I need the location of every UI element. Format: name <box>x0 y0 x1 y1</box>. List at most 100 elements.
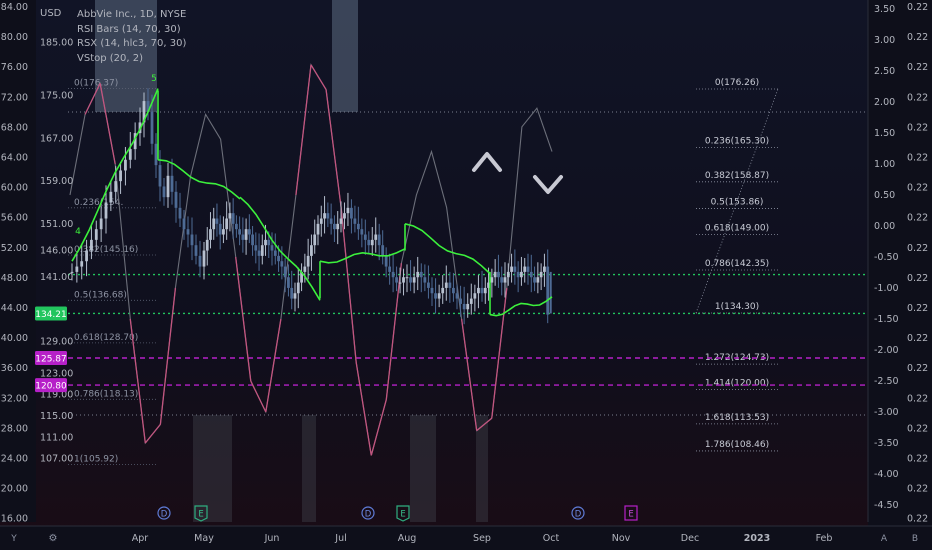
right-outer-tick: 0.22 <box>907 62 928 73</box>
candle-body <box>264 239 267 246</box>
right-outer-tick: 0.22 <box>907 213 928 224</box>
candle-body <box>510 266 513 272</box>
left-scale-tick: 24.00 <box>1 454 28 465</box>
chevron-down-icon <box>533 175 563 194</box>
candle-body <box>231 213 235 224</box>
rsx-extreme-segment <box>144 423 161 444</box>
fib-left-label: 0.382(145.16) <box>74 245 138 255</box>
left-scale-tick: 36.00 <box>1 363 28 374</box>
earnings-marker-icon <box>194 505 208 522</box>
candle-body <box>533 277 536 283</box>
fib-left-label: 0.236(154. <box>74 198 123 208</box>
indicator-rsx[interactable]: RSX (14, hlc3, 70, 30) <box>77 38 187 49</box>
candle-body <box>520 271 523 278</box>
candle-body <box>405 277 409 279</box>
candle-body <box>513 266 517 272</box>
rsx-extreme-segment <box>295 64 312 196</box>
left-scale-tick: 68.00 <box>1 122 28 133</box>
right-outer-tick: 0.22 <box>907 303 928 314</box>
dividend-marker-icon <box>361 506 375 520</box>
osc-scale-tick: 3.50 <box>874 4 895 15</box>
candle-body <box>423 277 427 283</box>
candle-body <box>391 271 395 278</box>
price-scale-tick: 119.00 <box>40 390 73 401</box>
osc-scale-tick: 2.50 <box>874 66 895 77</box>
candle-body <box>356 223 360 230</box>
right-outer-tick: 0.22 <box>907 92 928 103</box>
candle-body <box>186 229 190 235</box>
candle-body <box>190 234 194 246</box>
candle-body <box>497 271 500 278</box>
candle-body <box>109 191 113 203</box>
candle-body <box>198 255 202 267</box>
candle-body <box>427 282 430 288</box>
candle-body <box>222 229 225 235</box>
candle-body <box>343 213 346 219</box>
candle-body <box>75 266 79 272</box>
candle-body <box>539 271 543 278</box>
candle-body <box>128 149 132 160</box>
rsx-extreme-segment <box>325 89 342 208</box>
candle-body <box>267 239 271 246</box>
osc-scale-tick: 2.00 <box>874 97 895 108</box>
fib-left-label: 0.5(136.68) <box>74 290 127 300</box>
timezone-label: Y <box>10 534 17 544</box>
fib-level-label: 0(176.26) <box>715 78 759 88</box>
candle-body <box>523 266 527 272</box>
right-outer-tick: 0.22 <box>907 484 928 495</box>
osc-scale-tick: -4.50 <box>874 500 899 511</box>
price-scale-tick: 129.00 <box>40 336 73 347</box>
rsx-extreme-segment <box>385 263 403 400</box>
price-scale-tick: 167.00 <box>40 133 73 144</box>
osc-scale-tick: 1.00 <box>874 159 895 170</box>
right-outer-tick: 0.22 <box>907 514 928 525</box>
vstop-segment <box>157 159 241 200</box>
candle-body <box>398 282 402 284</box>
candle-body <box>412 277 416 283</box>
candle-body <box>114 181 118 192</box>
price-scale-tick: 115.00 <box>40 411 73 422</box>
rsi-zone-band <box>193 415 232 522</box>
candle-body <box>178 207 182 219</box>
rsi-zone-band <box>332 0 358 112</box>
fib-trend-line <box>695 88 779 314</box>
candle-body <box>205 239 209 251</box>
left-scale-tick: 72.00 <box>1 92 28 103</box>
indicator-vstop[interactable]: VStop (20, 2) <box>77 52 144 64</box>
candle-body <box>500 277 504 283</box>
left-scale-tick: 48.00 <box>1 273 28 284</box>
rsi-zone-band <box>95 0 157 112</box>
candle-body <box>473 293 477 299</box>
candle-body <box>170 175 174 192</box>
rsx-extreme-segment <box>491 287 508 419</box>
candle-body <box>441 287 445 294</box>
symbol-title[interactable]: AbbVie Inc., 1D, NYSE <box>77 9 187 20</box>
price-scale-tick: 141.00 <box>40 272 73 283</box>
osc-scale-tick: 0.00 <box>874 221 895 232</box>
candle-body <box>384 255 388 267</box>
price-tag-bg <box>35 378 67 393</box>
candle-body <box>287 277 290 288</box>
time-scale-label: Apr <box>132 533 149 544</box>
auto-scale-label: A <box>881 534 888 544</box>
candle-body <box>480 287 484 294</box>
right-outer-tick: 0.22 <box>907 153 928 164</box>
candle-body <box>90 239 93 251</box>
osc-scale-tick: -4.00 <box>874 469 899 480</box>
fib-level-label: 0.786(142.35) <box>705 259 769 269</box>
indicator-rsi-bars[interactable]: RSI Bars (14, 70, 30) <box>77 23 181 35</box>
rsi-zone-band <box>302 415 316 522</box>
left-scale-tick: 60.00 <box>1 183 28 194</box>
candle-body <box>174 191 178 208</box>
candle-body <box>326 213 330 219</box>
candle-body <box>381 245 385 256</box>
left-scale-tick: 76.00 <box>1 62 28 73</box>
candle-body <box>251 234 254 246</box>
rsx-extreme-segment <box>340 207 357 363</box>
time-scale-label: Sep <box>473 533 491 544</box>
rsx-extreme-segment <box>476 417 493 432</box>
candle-body <box>516 271 520 278</box>
candle-body <box>306 255 310 267</box>
left-scale-tick: 84.00 <box>1 2 28 13</box>
